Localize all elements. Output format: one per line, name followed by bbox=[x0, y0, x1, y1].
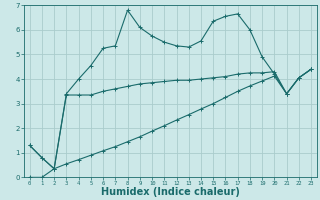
X-axis label: Humidex (Indice chaleur): Humidex (Indice chaleur) bbox=[101, 187, 240, 197]
